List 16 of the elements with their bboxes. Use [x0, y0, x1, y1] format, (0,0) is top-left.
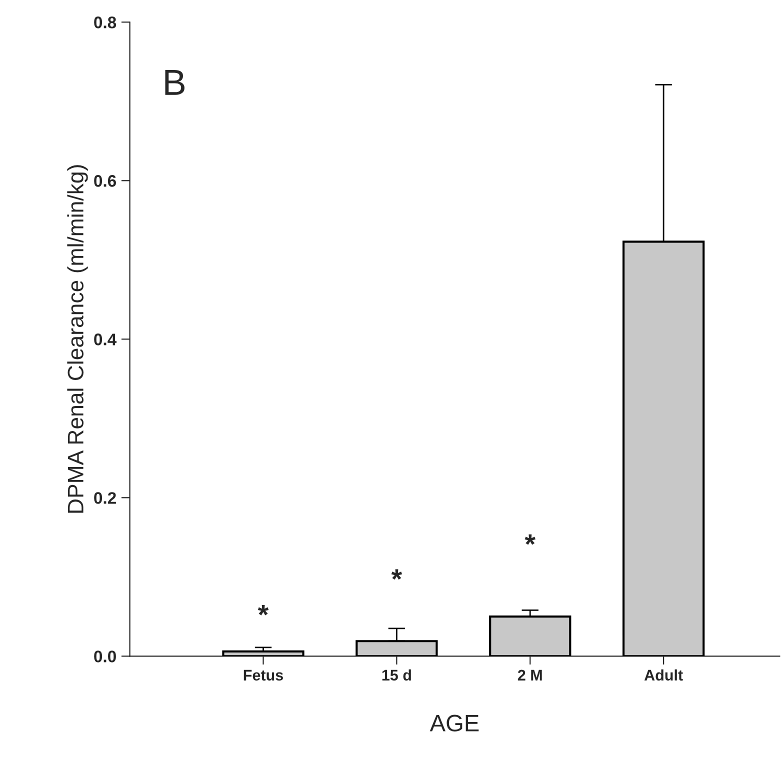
annotation: B — [165, 70, 184, 95]
x-tick-label: Fetus — [244, 670, 283, 681]
y-axis-title: DPMA Renal Clearance (ml/min/kg) — [67, 165, 88, 513]
x-tick-label: 2 M — [518, 670, 542, 680]
y-tick-label: 0.2 — [94, 492, 116, 504]
annotation: * — [391, 569, 402, 580]
x-axis-title: AGE — [430, 714, 479, 732]
bar — [222, 650, 304, 656]
y-tick-label: 0.4 — [94, 334, 117, 346]
y-tick-label: 0.0 — [94, 650, 116, 662]
y-tick-label: 0.8 — [94, 16, 116, 28]
x-tick-label: 15 d — [382, 669, 411, 681]
annotation: * — [524, 534, 536, 545]
y-tick-label: 0.6 — [94, 175, 116, 187]
annotation: * — [258, 604, 269, 616]
x-tick-label: Adult — [644, 669, 683, 681]
